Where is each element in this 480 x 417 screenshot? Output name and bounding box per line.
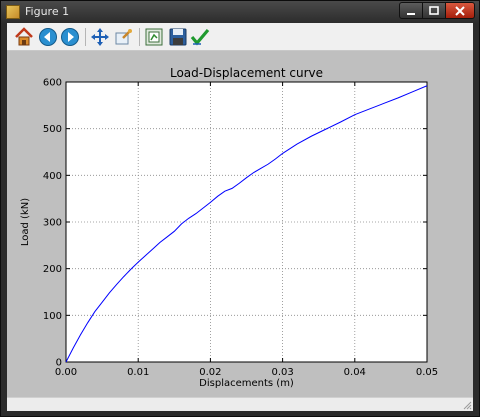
figure-canvas[interactable]: 0.00 0.01 0.02 0.03 0.04 0.05 0 100 200 300 400 500… xyxy=(7,51,473,397)
matplotlib-app-icon xyxy=(6,5,20,19)
y-tick-label: 500 xyxy=(43,124,62,135)
maximize-icon xyxy=(429,5,439,15)
toolbar-separator xyxy=(85,28,86,46)
forward-arrow-icon xyxy=(61,28,79,46)
save-button[interactable] xyxy=(167,26,189,48)
forward-button[interactable] xyxy=(59,26,81,48)
minimize-button[interactable] xyxy=(399,2,423,19)
home-button[interactable] xyxy=(13,26,35,48)
y-tick-label: 600 xyxy=(43,78,62,89)
edit-parameters-button[interactable] xyxy=(189,26,211,48)
grid-lines xyxy=(66,82,427,362)
checkmark-icon xyxy=(190,28,210,46)
y-tick-label: 300 xyxy=(43,218,62,229)
load-displacement-chart: 0.00 0.01 0.02 0.03 0.04 0.05 0 100 200 300 400 500… xyxy=(20,66,438,389)
zoom-rect-icon xyxy=(115,29,132,45)
x-axis-label: Displacements (m) xyxy=(199,378,294,389)
subplots-button[interactable] xyxy=(143,26,165,48)
x-tick-label: 0.01 xyxy=(127,367,149,378)
zoom-button[interactable] xyxy=(113,26,135,48)
title-bar[interactable]: Figure 1 xyxy=(1,1,479,23)
y-axis-label: Load (kN) xyxy=(20,198,31,246)
status-bar xyxy=(7,397,473,411)
data-series xyxy=(65,85,428,363)
back-arrow-icon xyxy=(39,28,57,46)
x-tick-label: 0.05 xyxy=(416,367,438,378)
back-button[interactable] xyxy=(37,26,59,48)
close-button[interactable] xyxy=(445,2,475,19)
x-tick-label: 0.03 xyxy=(271,367,293,378)
navigation-toolbar xyxy=(7,23,473,51)
axis-ticks: 0.00 0.01 0.02 0.03 0.04 0.05 0 100 200 300 400 500… xyxy=(43,78,438,379)
home-icon xyxy=(15,27,33,46)
toolbar-separator xyxy=(139,28,140,46)
y-tick-label: 0 xyxy=(56,358,62,369)
resize-grip-icon[interactable] xyxy=(462,400,472,410)
pan-button[interactable] xyxy=(89,26,111,48)
y-tick-label: 200 xyxy=(43,264,62,275)
floppy-disk-icon xyxy=(169,28,187,46)
x-tick-label: 0.00 xyxy=(55,367,77,378)
configure-subplots-icon xyxy=(145,28,163,46)
x-tick-label: 0.04 xyxy=(344,367,366,378)
y-tick-label: 100 xyxy=(43,311,62,322)
move-arrows-icon xyxy=(91,28,109,46)
maximize-button[interactable] xyxy=(422,2,446,19)
minimize-icon xyxy=(407,12,415,15)
load-displacement-line xyxy=(65,85,428,363)
window-title: Figure 1 xyxy=(25,5,70,18)
chart-title: Load-Displacement curve xyxy=(170,66,323,80)
x-tick-label: 0.02 xyxy=(199,367,221,378)
close-icon xyxy=(455,5,465,16)
y-tick-label: 400 xyxy=(43,171,62,182)
